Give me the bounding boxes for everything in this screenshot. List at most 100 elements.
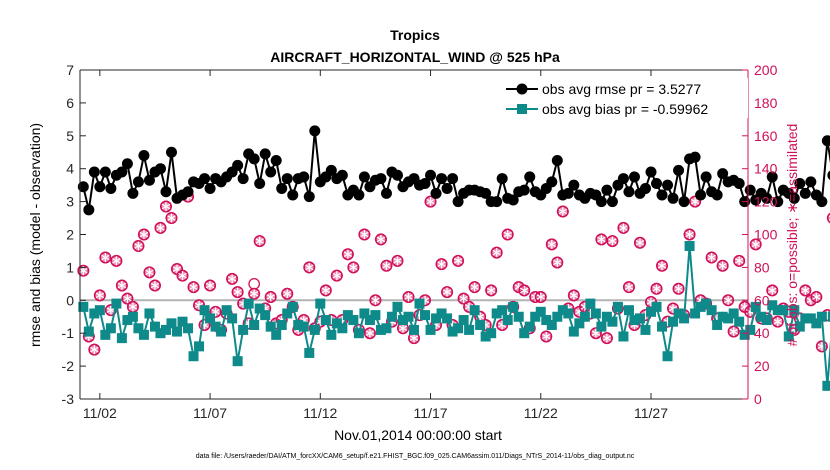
- x-axis-label: Nov.01,2014 00:00:00 start: [334, 427, 502, 443]
- bias-point: [618, 331, 629, 342]
- obs-assimilated-point: [799, 284, 812, 297]
- obs-assimilated-point: [88, 343, 101, 356]
- bias-point: [254, 303, 265, 314]
- bias-point: [205, 313, 216, 324]
- bias-point: [739, 329, 750, 340]
- rmse-point: [744, 184, 756, 196]
- bias-point: [794, 321, 805, 332]
- rmse-point: [651, 178, 663, 190]
- bias-point: [623, 305, 634, 316]
- y-right-tick-label: 120: [754, 194, 778, 210]
- rmse-point: [358, 171, 370, 183]
- obs-assimilated-point: [204, 279, 217, 292]
- bias-point: [629, 315, 640, 326]
- rmse-point: [143, 174, 155, 186]
- obs-assimilated-point: [391, 254, 404, 267]
- bias-point: [122, 315, 133, 326]
- bias-point: [298, 321, 309, 332]
- bias-point: [486, 328, 497, 339]
- y-right-tick-label: 20: [754, 358, 770, 374]
- rmse-point: [628, 171, 640, 183]
- bias-point: [524, 321, 535, 332]
- bias-point: [502, 315, 513, 326]
- obs-assimilated-point: [110, 254, 123, 267]
- bias-point: [612, 301, 623, 312]
- rmse-point: [788, 192, 800, 204]
- rmse-point: [645, 166, 657, 178]
- obs-assimilated-point: [303, 261, 316, 274]
- rmse-point: [182, 186, 194, 198]
- bias-point: [756, 311, 767, 322]
- obs-assimilated-point: [595, 233, 608, 246]
- bias-point: [585, 298, 596, 309]
- obs-assimilated-point: [733, 254, 746, 267]
- bias-point: [331, 318, 342, 329]
- rmse-point: [204, 182, 216, 194]
- y-left-tick-label: -2: [62, 358, 75, 374]
- bias-point: [491, 308, 502, 319]
- legend-rmse-marker: [516, 83, 528, 95]
- bias-point: [745, 324, 756, 335]
- obs-assimilated-point: [727, 325, 740, 338]
- obs-assimilated-point: [159, 200, 172, 213]
- bias-point: [645, 306, 656, 317]
- rmse-point: [232, 159, 244, 171]
- obs-assimilated-point: [452, 254, 465, 267]
- legend-bias-marker: [517, 104, 527, 114]
- y-left-tick-label: 5: [66, 128, 74, 144]
- rmse-point: [821, 135, 830, 147]
- bias-point: [811, 318, 822, 329]
- obs-assimilated-point: [319, 284, 332, 297]
- rmse-point: [83, 204, 95, 216]
- bias-point: [359, 308, 370, 319]
- bias-point: [634, 313, 645, 324]
- rmse-point: [678, 196, 690, 208]
- bias-point: [111, 298, 122, 309]
- rmse-point: [88, 166, 100, 178]
- obs-assimilated-point: [826, 212, 830, 224]
- y-left-tick-label: 6: [66, 95, 74, 111]
- bias-point: [370, 310, 381, 321]
- bias-point: [508, 301, 519, 312]
- x-tick-label: 11/27: [634, 405, 668, 421]
- bias-point: [364, 315, 375, 326]
- bias-point: [420, 310, 431, 321]
- rmse-point: [430, 187, 442, 199]
- bias-point: [750, 301, 761, 312]
- bias-point: [513, 311, 524, 322]
- obs-assimilated-point: [115, 279, 128, 292]
- bias-point: [579, 311, 590, 322]
- bias-point: [188, 351, 199, 362]
- obs-assimilated-point: [121, 292, 134, 305]
- rmse-point: [518, 184, 530, 196]
- bias-point: [541, 315, 552, 326]
- bias-point: [210, 321, 221, 332]
- obs-assimilated-point: [617, 221, 630, 234]
- bias-point: [172, 326, 183, 337]
- rmse-point: [248, 153, 260, 165]
- obs-assimilated-point: [358, 228, 371, 241]
- rmse-point: [568, 179, 580, 191]
- bias-point: [397, 315, 408, 326]
- obs-assimilated-point: [77, 264, 90, 277]
- bias-point: [805, 313, 816, 324]
- bias-point: [166, 318, 177, 329]
- bias-point: [772, 305, 783, 316]
- bias-point: [607, 316, 618, 327]
- x-tick-label: 11/12: [303, 405, 337, 421]
- rmse-point: [138, 150, 150, 162]
- rmse-point: [639, 182, 651, 194]
- rmse-point: [595, 196, 607, 208]
- y-right-tick-label: 0: [754, 391, 762, 407]
- bias-point: [640, 324, 651, 335]
- bias-point: [100, 329, 111, 340]
- bias-point: [590, 308, 601, 319]
- bias-point: [94, 305, 105, 316]
- obs-assimilated-point: [771, 315, 784, 328]
- y-right-tick-label: 80: [754, 259, 770, 275]
- bias-point: [728, 308, 739, 319]
- obs-assimilated-point: [231, 286, 244, 299]
- bias-point: [138, 329, 149, 340]
- rmse-point: [805, 176, 817, 188]
- bias-point: [282, 308, 293, 319]
